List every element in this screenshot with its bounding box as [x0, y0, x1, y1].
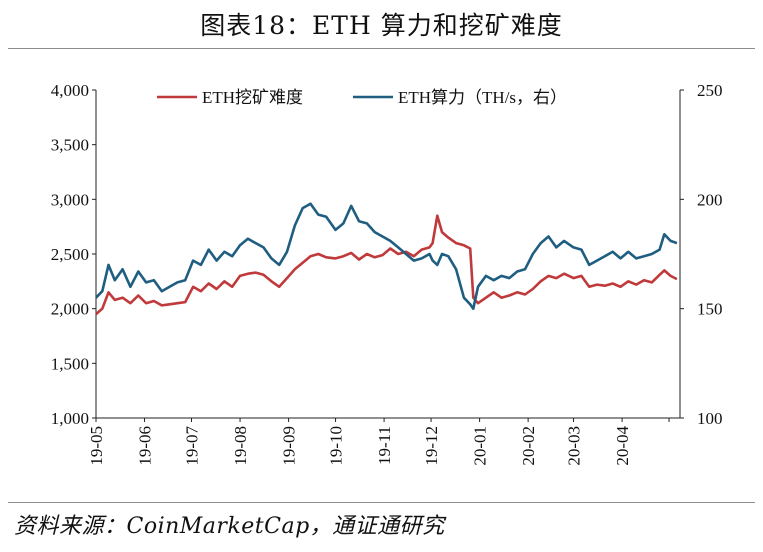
- right-tick-label: 200: [697, 190, 723, 209]
- x-tick-label: 20-02: [519, 426, 538, 466]
- x-tick-label: 19-12: [422, 426, 441, 466]
- right-tick-label: 100: [697, 409, 723, 428]
- x-tick-label: 20-03: [565, 426, 584, 466]
- title-divider: [8, 48, 755, 49]
- x-tick-label: 20-01: [471, 426, 490, 466]
- source-divider: [8, 502, 755, 503]
- left-tick-label: 2,500: [51, 245, 89, 264]
- legend-label: ETH挖矿难度: [202, 88, 303, 107]
- x-tick-label: 19-09: [280, 426, 299, 466]
- left-tick-label: 1,500: [51, 354, 89, 373]
- chart-title: 图表18：ETH 算力和挖矿难度: [200, 11, 563, 40]
- x-tick-label: 19-08: [231, 426, 250, 466]
- legend-label: ETH算力（TH/s，右）: [398, 88, 567, 107]
- right-tick-label: 250: [697, 81, 723, 100]
- x-tick-label: 19-11: [375, 426, 394, 465]
- left-tick-label: 4,000: [51, 81, 89, 100]
- x-tick-label: 19-06: [136, 426, 155, 466]
- left-tick-label: 1,000: [51, 409, 89, 428]
- x-tick-label: 19-05: [87, 426, 106, 466]
- left-tick-label: 2,000: [51, 300, 89, 319]
- axes-group: 1,000 1,500 2,000 2,500 3,000 3,500 4,000 100 15…: [51, 81, 723, 466]
- hashrate-line: [95, 202, 678, 310]
- left-tick-label: 3,000: [51, 190, 89, 209]
- legend: ETH挖矿难度 ETH算力（TH/s，右）: [157, 88, 567, 107]
- x-tick-label: 20-04: [613, 426, 632, 466]
- difficulty-line: [95, 214, 678, 316]
- x-tick-label: 19-07: [183, 426, 202, 466]
- left-tick-label: 3,500: [51, 136, 89, 155]
- source-note: 资料来源：CoinMarketCap，通证通研究: [14, 514, 445, 539]
- right-tick-label: 150: [697, 300, 723, 319]
- series-group: [95, 202, 678, 316]
- x-tick-label: 19-10: [327, 426, 346, 466]
